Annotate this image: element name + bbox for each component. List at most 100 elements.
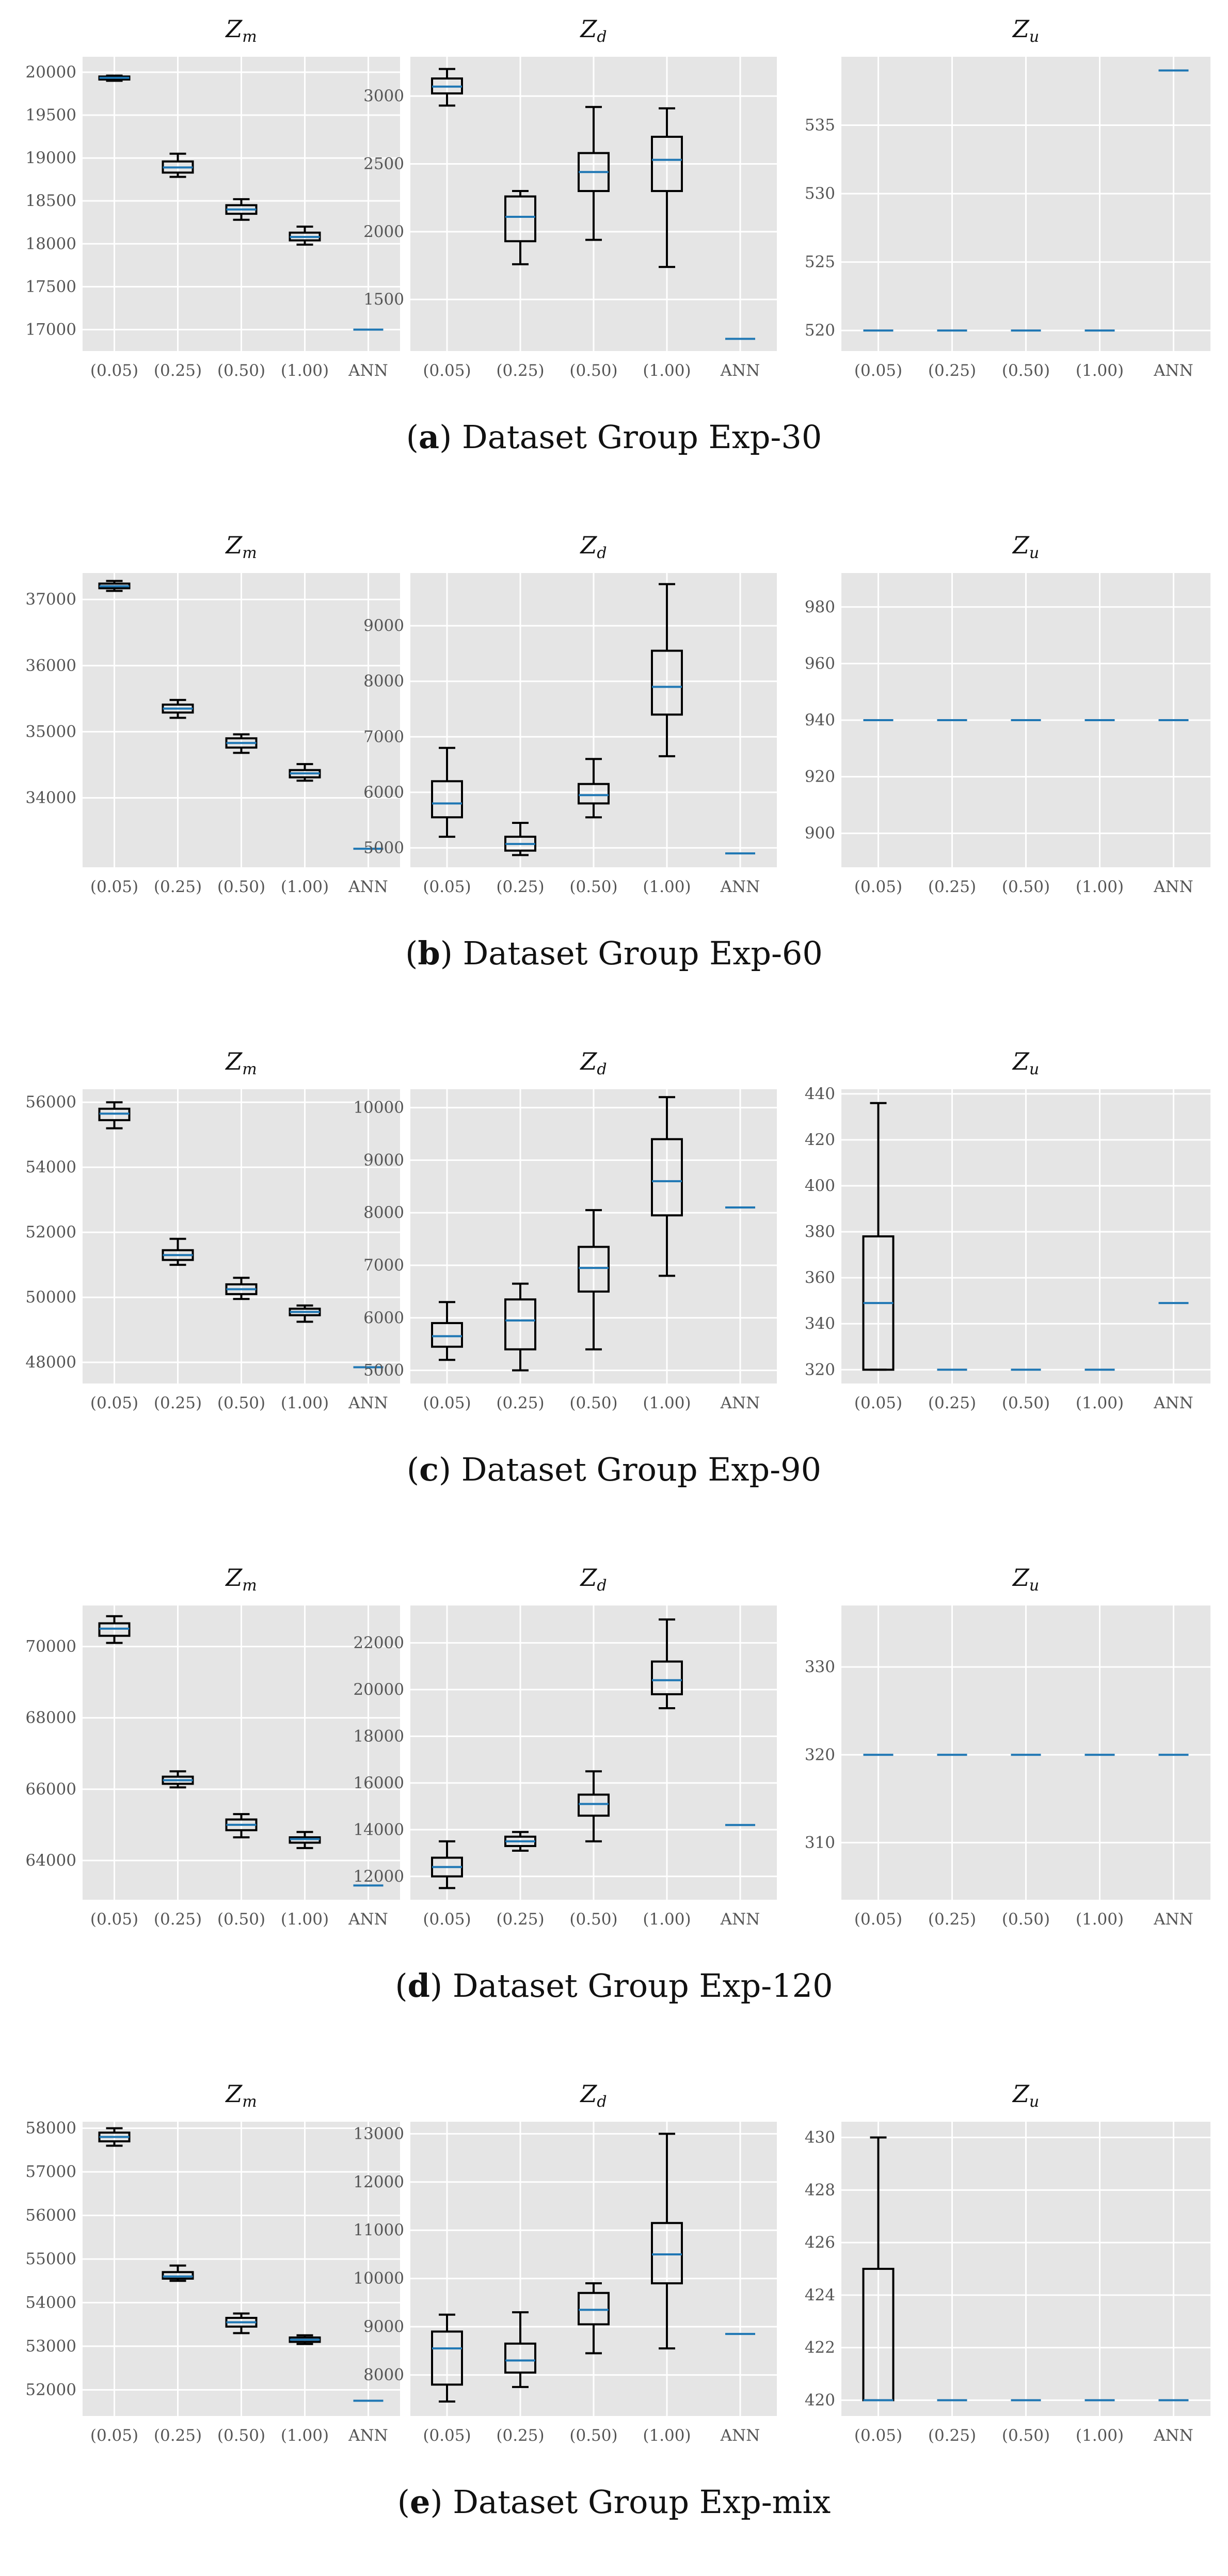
chart-svg: Zd 8000 9000 10000 11000 12000 13000 (0.05) (0.2…: [353, 2080, 777, 2445]
panel-title-subscript: m: [242, 2093, 257, 2111]
panel-title: Zd: [579, 15, 607, 46]
y-tick-label: 10000: [353, 1099, 404, 1117]
panel-title-base: Z: [579, 2080, 597, 2108]
chart-svg: Zd 1500 2000 2500 3000 (0.05) (0.25) (0.50) (1.0…: [363, 15, 777, 380]
box-(0.05): [431, 2313, 463, 2403]
x-tick-label: (0.05): [423, 1394, 471, 1412]
y-tick-label: 54000: [25, 2293, 76, 2312]
caption-letter: (e): [397, 2483, 453, 2521]
x-tick-label: ANN: [720, 878, 760, 896]
panel-title-subscript: u: [1029, 544, 1039, 562]
y-tick-label: 980: [805, 598, 835, 616]
x-tick-label: (1.00): [643, 1910, 691, 1929]
box-(0.05): [98, 2127, 131, 2147]
x-tick-label: ANN: [720, 1394, 760, 1412]
x-tick-label: (0.50): [569, 2426, 617, 2445]
x-tick-label: (0.25): [496, 1910, 544, 1929]
x-tick-label: (0.05): [854, 878, 902, 896]
figure-caption: (a) Dataset Group Exp-30: [0, 418, 1228, 456]
panel-title: Zu: [1012, 1047, 1039, 1078]
y-tick-label: 22000: [353, 1633, 404, 1652]
x-tick-label: ANN: [348, 361, 388, 380]
x-tick-label: (1.00): [281, 1394, 329, 1412]
y-tick-label: 34000: [25, 789, 76, 807]
panel-title-subscript: u: [1029, 2093, 1039, 2111]
panel-title: Zm: [225, 15, 257, 46]
panel-title: Zd: [579, 531, 607, 562]
chart-svg: Zd 5000 6000 7000 8000 9000 10000 (0.05) (0.25) (…: [353, 1047, 777, 1412]
chart-panel-c-zm: Zm 48000 50000 52000 54000 56000 (0.05) (0.25) (…: [25, 1032, 400, 1435]
chart-svg: Zu 520 525 530 535 (0.05) (0.25) (0.50) (1.00) AN…: [805, 15, 1210, 380]
box-(0.50): [225, 198, 258, 221]
iqr-box: [651, 135, 683, 193]
x-tick-label: ANN: [1153, 361, 1193, 380]
x-tick-label: (0.25): [496, 1394, 544, 1412]
box-(1.00): [651, 2133, 683, 2350]
box-(1.00): [289, 2334, 321, 2345]
panel-title-subscript: m: [242, 28, 257, 46]
caption-letter: (d): [395, 1967, 453, 2005]
box-(0.25): [504, 821, 536, 856]
x-tick-label: (0.25): [496, 361, 544, 380]
x-tick-label: (0.05): [854, 2426, 902, 2445]
y-tick-label: 68000: [25, 1709, 76, 1727]
chart-panel-c-zd: Zd 5000 6000 7000 8000 9000 10000 (0.05) (0.25) (…: [353, 1032, 777, 1435]
x-tick-label: (1.00): [281, 361, 329, 380]
y-tick-label: 18500: [25, 192, 76, 210]
x-tick-label: (0.50): [1002, 2426, 1050, 2445]
x-tick-label: (0.05): [90, 1910, 138, 1929]
y-tick-label: 7000: [363, 1256, 404, 1275]
x-tick-label: ANN: [348, 1910, 388, 1929]
chart-panel-d-zd: Zd 12000 14000 16000 18000 20000 22000 (0.05) (0…: [353, 1549, 777, 1951]
chart-svg: Zd 5000 6000 7000 8000 9000 (0.05) (0.25) (0.50)…: [363, 531, 777, 896]
y-tick-label: 9000: [363, 1151, 404, 1169]
panel-title: Zd: [579, 1564, 607, 1595]
x-tick-label: (0.25): [496, 878, 544, 896]
panel-title-subscript: u: [1029, 28, 1039, 46]
caption-letter-text: c: [419, 1451, 439, 1488]
panel-title-subscript: d: [597, 28, 607, 46]
y-tick-label: 310: [805, 1833, 835, 1852]
y-tick-label: 18000: [353, 1727, 404, 1745]
chart-panel-b-zu: Zu 900 920 940 960 980 (0.05) (0.25) (0.50) (1.00…: [805, 516, 1210, 919]
y-tick-label: 2000: [363, 222, 404, 241]
panel-title-base: Z: [1012, 1564, 1030, 1592]
y-tick-label: 9000: [363, 616, 404, 635]
y-tick-label: 12000: [353, 1867, 404, 1886]
caption-letter-text: b: [418, 934, 440, 972]
box-(0.25): [162, 152, 194, 178]
caption-text: Dataset Group Exp-60: [463, 934, 823, 972]
figure-group-a: Zm 17000 17500 18000 18500 19000 19500 20000 (0.…: [0, 0, 1228, 511]
x-tick-label: (0.50): [217, 2426, 265, 2445]
iqr-box: [431, 780, 463, 819]
box-(0.25): [504, 1282, 536, 1372]
y-tick-label: 66000: [25, 1780, 76, 1799]
box-(0.50): [578, 1209, 610, 1350]
caption-letter: (b): [405, 934, 463, 972]
y-tick-label: 320: [805, 1360, 835, 1379]
x-tick-label: (0.05): [854, 1910, 902, 1929]
x-tick-label: (1.00): [1076, 878, 1124, 896]
x-tick-label: (0.50): [1002, 1394, 1050, 1412]
panel-title-base: Z: [1012, 531, 1030, 559]
x-tick-label: (1.00): [1076, 1394, 1124, 1412]
x-tick-label: (0.25): [928, 361, 976, 380]
box-(0.50): [225, 1813, 258, 1839]
x-tick-label: (0.05): [423, 878, 471, 896]
figure-group-e: Zm 52000 53000 54000 55000 56000 57000 58000 (0.…: [0, 2065, 1228, 2576]
x-tick-label: ANN: [720, 361, 760, 380]
iqr-box: [431, 1322, 463, 1348]
panel-title-base: Z: [579, 1564, 597, 1592]
chart-panel-e-zu: Zu 420 422 424 426 428 430 (0.05) (0.25) (0.50) (1…: [805, 2065, 1210, 2468]
caption-text: Dataset Group Exp-120: [452, 1967, 833, 2005]
box-(0.05): [431, 1301, 463, 1361]
panel-title-subscript: m: [242, 544, 257, 562]
x-tick-label: ANN: [1153, 1910, 1193, 1929]
y-tick-label: 940: [805, 711, 835, 729]
x-tick-label: (0.25): [928, 1394, 976, 1412]
x-tick-label: (0.50): [569, 878, 617, 896]
x-tick-label: (1.00): [281, 878, 329, 896]
chart-svg: Zm 48000 50000 52000 54000 56000 (0.05) (0.25) (…: [25, 1047, 400, 1412]
y-tick-label: 58000: [25, 2119, 76, 2138]
x-tick-label: ANN: [1153, 878, 1193, 896]
